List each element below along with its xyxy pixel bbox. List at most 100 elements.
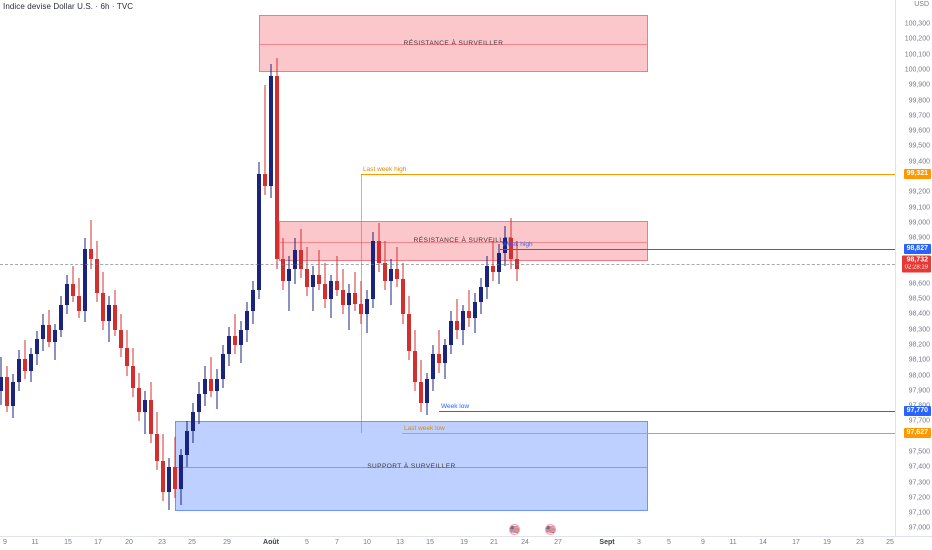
current-price-line xyxy=(0,263,895,265)
price-tick: 97,300 xyxy=(908,479,930,487)
candlestick xyxy=(431,345,435,391)
candle-body xyxy=(317,274,321,284)
support-zone[interactable]: SUPPORT À SURVEILLER xyxy=(175,421,648,511)
last-week-high-value: 99,321 xyxy=(906,169,928,177)
last-week-low-line[interactable] xyxy=(402,432,895,434)
price-tick: 98,900 xyxy=(908,234,930,242)
chart-plot-area[interactable]: RÉSISTANCE À SURVEILLER RÉSISTANCE À SURV… xyxy=(0,12,895,536)
candle-body xyxy=(221,354,225,379)
week-high-badge[interactable]: 98,827 xyxy=(903,244,931,255)
candle-body xyxy=(299,250,303,269)
candle-body xyxy=(95,259,99,294)
candlestick xyxy=(245,302,249,342)
candlestick xyxy=(167,458,171,511)
candle-wick xyxy=(456,299,458,339)
candlestick xyxy=(203,366,207,407)
candlestick xyxy=(101,271,105,330)
candlestick xyxy=(389,259,393,306)
candlestick xyxy=(419,360,423,413)
time-tick: 13 xyxy=(396,539,404,546)
candle-wick xyxy=(318,250,320,291)
candle-body xyxy=(497,253,501,272)
candle-body xyxy=(71,283,75,297)
week-low-badge[interactable]: 97,770 xyxy=(903,405,931,416)
last-week-high-line[interactable] xyxy=(361,173,895,175)
time-tick: 29 xyxy=(223,539,231,546)
zone-label: RÉSISTANCE À SURVEILLER xyxy=(413,237,514,245)
candlestick xyxy=(449,311,453,355)
candle-body xyxy=(83,248,87,312)
current-price-badge[interactable]: 98,732 02:28:19 xyxy=(901,255,931,273)
time-tick: 5 xyxy=(305,539,309,546)
candlestick xyxy=(425,372,429,416)
chart-title: Indice devise Dollar U.S. · 6h · TVC xyxy=(3,2,134,11)
candle-body xyxy=(401,279,405,315)
time-axis[interactable]: 9 11 15 17 20 23 25 29 Août 5 7 10 13 15 19 21 24 27 Sept 3… xyxy=(0,524,932,550)
zone-midline xyxy=(280,241,647,243)
time-tick: 25 xyxy=(188,539,196,546)
candle-body xyxy=(203,378,207,394)
candle-body xyxy=(485,265,489,287)
candlestick xyxy=(119,314,123,358)
resistance-zone-lower[interactable]: RÉSISTANCE À SURVEILLER xyxy=(279,220,648,261)
price-tick: 98,400 xyxy=(908,310,930,318)
candlestick xyxy=(65,274,69,315)
resistance-zone-upper[interactable]: RÉSISTANCE À SURVEILLER xyxy=(259,15,648,72)
candle-body xyxy=(155,433,159,462)
candlestick xyxy=(485,256,489,300)
price-tick: 99,700 xyxy=(908,112,930,120)
price-tick: 100,300 xyxy=(904,20,930,28)
time-tick: 21 xyxy=(490,539,498,546)
candlestick xyxy=(383,241,387,291)
candlestick xyxy=(17,349,21,391)
candlestick xyxy=(305,247,309,297)
candlestick xyxy=(413,329,417,391)
candlestick xyxy=(479,277,483,315)
last-week-high-badge[interactable]: 99,321 xyxy=(903,168,931,179)
candle-body xyxy=(347,293,351,306)
candle-wick xyxy=(144,390,146,434)
candlestick xyxy=(107,296,111,342)
candlestick xyxy=(239,320,243,364)
candle-wick xyxy=(210,357,212,397)
price-tick: 98,500 xyxy=(908,295,930,303)
candle-wick xyxy=(390,259,392,306)
last-week-low-badge[interactable]: 97,627 xyxy=(903,427,931,438)
candlestick xyxy=(185,421,189,468)
candlestick xyxy=(341,268,345,315)
candle-body xyxy=(209,378,213,391)
week-low-line[interactable] xyxy=(439,410,895,412)
price-tick: 99,200 xyxy=(908,188,930,196)
price-tick: 97,700 xyxy=(908,417,930,425)
time-tick: 20 xyxy=(125,539,133,546)
candle-body xyxy=(191,412,195,431)
price-tick: 99,900 xyxy=(908,81,930,89)
candle-body xyxy=(293,250,297,269)
candle-wick xyxy=(234,314,236,355)
price-axis[interactable]: USD 100,300 100,200 100,100 100,000 99,900 99… xyxy=(895,0,932,536)
candle-body xyxy=(395,268,399,280)
candle-wick xyxy=(312,265,314,312)
candlestick xyxy=(287,256,291,312)
us-news-event-1-icon[interactable]: 🇺🇸 xyxy=(509,524,520,535)
week-high-line-label: Week high xyxy=(502,241,533,249)
candle-body xyxy=(437,354,441,364)
time-tick: 11 xyxy=(729,539,737,546)
zone-midline xyxy=(260,44,647,46)
candle-body xyxy=(365,299,369,315)
candlestick xyxy=(0,357,3,405)
candle-wick xyxy=(396,247,398,287)
week-high-line[interactable] xyxy=(500,249,895,251)
candlestick xyxy=(263,85,267,196)
candlestick xyxy=(401,262,405,324)
candle-wick xyxy=(90,219,92,269)
candlestick xyxy=(299,228,303,278)
candlestick xyxy=(455,299,459,339)
candle-body xyxy=(263,173,267,187)
price-tick: 97,000 xyxy=(908,524,930,532)
candle-body xyxy=(419,381,423,404)
us-news-event-2-icon[interactable]: 🇺🇸 xyxy=(545,524,556,535)
time-tick: 24 xyxy=(521,539,529,546)
price-tick: 98,600 xyxy=(908,280,930,288)
candle-body xyxy=(227,335,231,355)
